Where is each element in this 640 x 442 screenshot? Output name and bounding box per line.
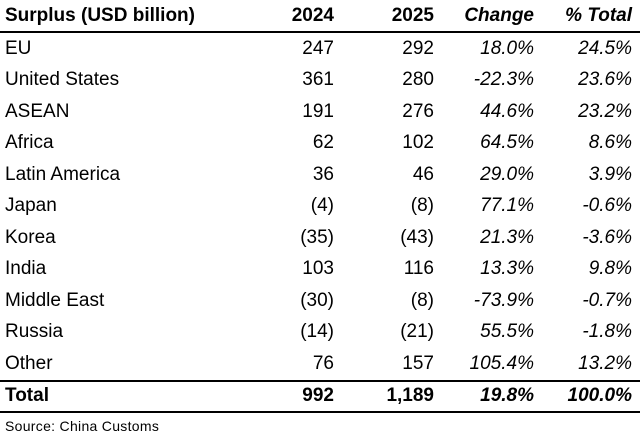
cell-2025: 116 [403, 258, 434, 280]
cell-pct-total: 23.6% [578, 69, 632, 91]
cell-name: United States [5, 69, 120, 91]
cell-2025: 292 [402, 37, 434, 59]
cell-2024: (14) [300, 321, 334, 343]
cell-change: -73.9% [473, 289, 534, 311]
table-row: Africa 62 102 64.5% 8.6% [0, 128, 640, 160]
cell-name: Japan [5, 195, 57, 217]
table-row: Other 76 157 105.4% 13.2% [0, 348, 640, 380]
cell-pct-total: 13.2% [578, 352, 632, 374]
cell-2025: (8) [410, 195, 434, 217]
surplus-table: Surplus (USD billion) 2024 2025 Change %… [0, 0, 640, 413]
cell-name: Latin America [5, 163, 121, 185]
cell-2025: (8) [410, 289, 434, 311]
header-2024: 2024 [291, 4, 334, 26]
cell-2025: (43) [400, 226, 434, 248]
cell-pct-total: 9.8% [588, 258, 632, 280]
cell-change: 44.6% [480, 100, 534, 122]
table-row: Russia (14) (21) 55.5% -1.8% [0, 317, 640, 349]
cell-2025: 280 [402, 69, 434, 91]
table-row: Middle East (30) (8) -73.9% -0.7% [0, 285, 640, 317]
table-row: EU 247 292 18.0% 24.5% [0, 33, 640, 65]
total-name: Total [5, 385, 49, 406]
table-total-row: Total 992 1,189 19.8% 100.0% [0, 379, 640, 413]
cell-pct-total: 23.2% [578, 100, 632, 122]
cell-2024: 191 [302, 100, 334, 122]
cell-2024: 76 [312, 352, 334, 374]
cell-change: 64.5% [480, 132, 534, 154]
cell-pct-total: 24.5% [578, 37, 632, 59]
cell-name: Korea [5, 226, 56, 248]
table-body: EU 247 292 18.0% 24.5% United States 361 280 -22… [0, 33, 640, 380]
cell-pct-total: 8.6% [588, 132, 632, 154]
cell-2025: 276 [402, 100, 434, 122]
cell-2025: (21) [400, 321, 434, 343]
cell-change: 55.5% [480, 321, 534, 343]
cell-2024: 36 [312, 163, 334, 185]
table-row: United States 361 280 -22.3% 23.6% [0, 65, 640, 97]
total-change: 19.8% [480, 385, 534, 406]
table-row: Japan (4) (8) 77.1% -0.6% [0, 191, 640, 223]
cell-pct-total: 3.9% [588, 163, 632, 185]
header-name: Surplus (USD billion) [5, 4, 195, 26]
cell-2024: (30) [300, 289, 334, 311]
cell-2024: 62 [312, 132, 334, 154]
total-2025: 1,189 [386, 385, 434, 406]
cell-name: ASEAN [5, 100, 70, 122]
cell-change: 18.0% [480, 37, 534, 59]
cell-change: 13.3% [480, 258, 534, 280]
table-row: Korea (35) (43) 21.3% -3.6% [0, 222, 640, 254]
cell-2025: 102 [402, 132, 434, 154]
cell-name: Russia [5, 321, 64, 343]
total-pct-total: 100.0% [567, 385, 632, 406]
cell-change: 29.0% [480, 163, 534, 185]
cell-2025: 157 [402, 352, 434, 374]
header-change: Change [464, 4, 534, 26]
table-header-row: Surplus (USD billion) 2024 2025 Change %… [0, 0, 640, 33]
total-2024: 992 [302, 385, 334, 406]
table-row: Latin America 36 46 29.0% 3.9% [0, 159, 640, 191]
cell-name: Africa [5, 132, 54, 154]
header-2025: 2025 [391, 4, 434, 26]
cell-2024: (4) [310, 195, 334, 217]
header-pct-total: % Total [565, 4, 632, 26]
cell-pct-total: -0.6% [582, 195, 632, 217]
cell-name: EU [5, 37, 32, 59]
cell-change: -22.3% [473, 69, 534, 91]
table-row: ASEAN 191 276 44.6% 23.2% [0, 96, 640, 128]
cell-pct-total: -3.6% [582, 226, 632, 248]
source-note: Source: China Customs [5, 418, 160, 434]
cell-pct-total: -1.8% [582, 321, 632, 343]
table-row: India 103 116 13.3% 9.8% [0, 254, 640, 286]
cell-change: 77.1% [480, 195, 534, 217]
cell-name: Middle East [5, 289, 105, 311]
cell-change: 21.3% [480, 226, 534, 248]
cell-name: India [5, 258, 47, 280]
cell-2025: 46 [412, 163, 434, 185]
cell-2024: 247 [302, 37, 334, 59]
cell-pct-total: -0.7% [582, 289, 632, 311]
cell-2024: (35) [300, 226, 334, 248]
cell-name: Other [5, 352, 53, 374]
cell-2024: 361 [302, 69, 334, 91]
cell-change: 105.4% [469, 352, 534, 374]
cell-2024: 103 [302, 258, 334, 280]
